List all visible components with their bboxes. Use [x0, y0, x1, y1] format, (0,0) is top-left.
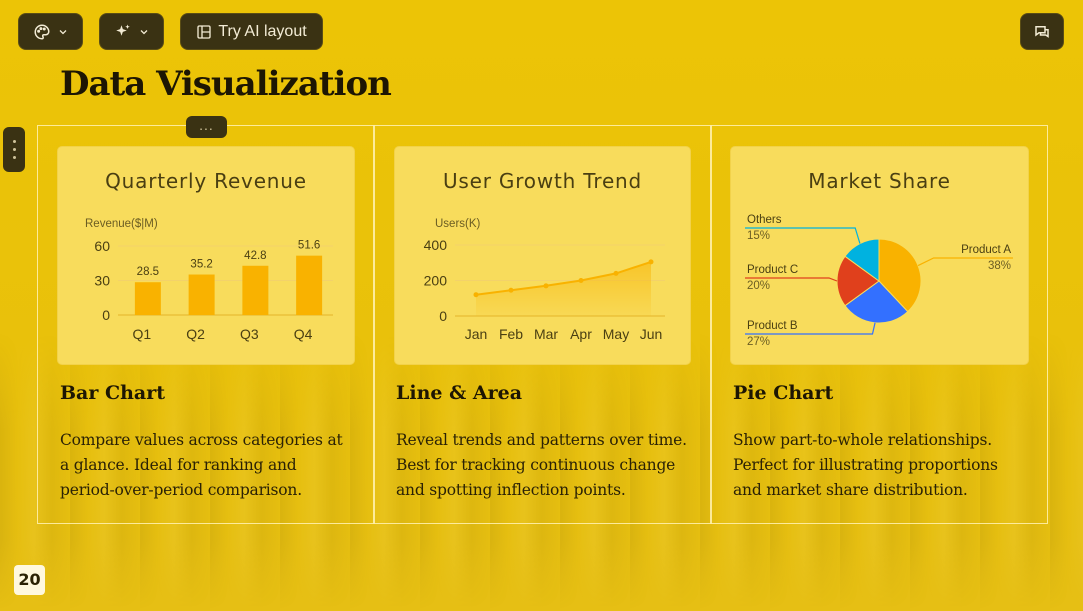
data-label: 35.2 [190, 259, 212, 271]
block-drag-handle[interactable]: ... [186, 116, 227, 138]
column-heading: Pie Chart [733, 382, 834, 404]
x-tick-label: Feb [499, 326, 523, 342]
x-tick-label: Jan [465, 326, 488, 342]
x-tick-label: Q2 [186, 326, 205, 342]
data-point [508, 287, 514, 293]
slice-value: 15% [747, 230, 770, 242]
bar [296, 255, 323, 315]
y-tick-label: 60 [94, 238, 110, 254]
column-heading: Line & Area [396, 382, 523, 404]
sparkles-icon [115, 24, 130, 36]
bar [188, 274, 215, 315]
layout-icon [197, 24, 211, 39]
slice-value: 38% [988, 260, 1011, 272]
data-point [543, 283, 549, 289]
slice-label: Product A [961, 244, 1011, 256]
x-tick-label: Jun [640, 326, 663, 342]
y-tick-label: 0 [102, 307, 110, 323]
magic-button[interactable] [99, 13, 164, 50]
data-point [473, 292, 479, 298]
try-ai-layout-button[interactable]: Try AI layout [180, 13, 323, 50]
x-tick-label: Q4 [294, 326, 313, 342]
x-tick-label: May [603, 326, 629, 342]
column-divider [373, 125, 375, 524]
y-axis-label: Users(K) [435, 218, 481, 230]
data-point [578, 278, 584, 283]
page-number: 20 [14, 565, 45, 595]
slice-label: Others [747, 214, 782, 226]
y-tick-label: 30 [94, 273, 110, 289]
bar [242, 265, 269, 315]
slice-label: Product C [747, 264, 798, 276]
y-tick-label: 200 [424, 273, 448, 289]
slice-value: 27% [747, 336, 770, 348]
column-heading: Bar Chart [60, 382, 166, 404]
series-line [475, 260, 652, 296]
chevron-down-icon [140, 29, 147, 34]
slide-title: Data Visualization [60, 64, 392, 104]
chevron-down-icon [59, 29, 66, 34]
pie-chart: Product A 38% Product B 27% Product C 20% Othe… [745, 214, 1013, 348]
theme-button[interactable] [18, 13, 83, 50]
palette-icon [34, 23, 50, 40]
y-tick-label: 400 [424, 237, 448, 253]
x-tick-label: Q1 [133, 326, 152, 342]
column-description: Compare values across categories at a gl… [60, 431, 343, 499]
x-tick-label: Mar [534, 326, 558, 342]
bar [134, 282, 161, 315]
x-tick-label: Apr [570, 326, 592, 342]
y-axis-label: Revenue($|M) [85, 218, 158, 230]
chart-title: User Growth Trend [442, 169, 643, 193]
leader-line [745, 322, 876, 335]
bar-chart: Revenue($|M) 0 30 60 28.5 Q1 35.2 Q2 42.8 Q3 51.6 Q… [85, 218, 333, 342]
column-description: Show part-to-whole relationships. Perfec… [733, 431, 998, 499]
y-tick-label: 0 [439, 308, 447, 324]
pie-chart-card: Market Share Product A 38% Product B 27% Pro… [730, 146, 1029, 365]
pie-slice [878, 238, 922, 313]
slice-label: Product B [747, 320, 798, 332]
data-point [648, 259, 654, 265]
content-grid [37, 125, 1048, 524]
slide-drag-handle[interactable] [3, 127, 25, 172]
bar-chart-card: Quarterly Revenue Revenue($|M) 0 30 60 28.5 Q… [57, 146, 355, 365]
column-description: Reveal trends and patterns over time. Be… [396, 431, 687, 499]
chart-title: Market Share [808, 169, 951, 193]
leader-line [917, 257, 1013, 267]
comment-button[interactable] [1020, 13, 1064, 50]
column-divider [710, 125, 712, 524]
data-label: 42.8 [244, 250, 266, 262]
background-photo [0, 330, 1083, 611]
line-chart: Users(K) 0 200 400 Jan Feb Mar Apr May Jun [424, 218, 665, 342]
line-chart-card: User Growth Trend Users(K) 0 200 400 Jan Feb M… [394, 146, 691, 365]
data-label: 51.6 [298, 240, 320, 252]
leader-line [745, 277, 838, 282]
chart-title: Quarterly Revenue [105, 169, 307, 193]
leader-line [745, 227, 861, 244]
comment-icon [1035, 25, 1049, 38]
x-tick-label: Q3 [240, 326, 259, 342]
slice-value: 20% [747, 280, 770, 292]
try-ai-layout-label: Try AI layout [218, 22, 307, 40]
data-label: 28.5 [137, 266, 159, 278]
data-point [613, 270, 619, 276]
